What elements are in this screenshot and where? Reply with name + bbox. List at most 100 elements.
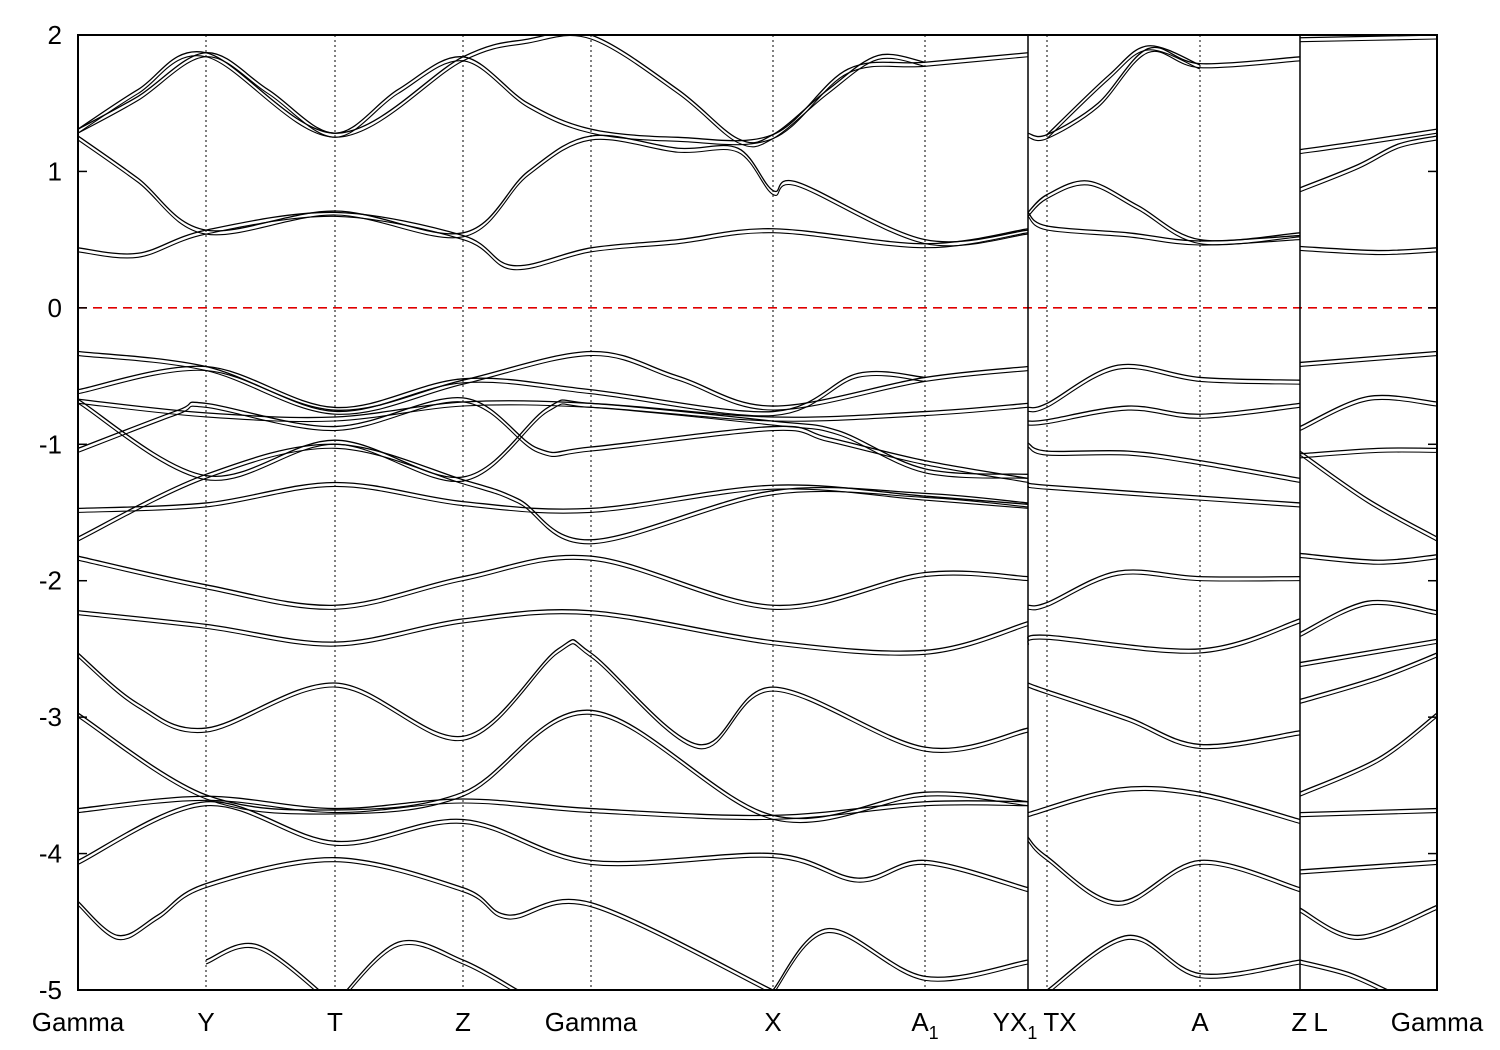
band-line	[1027, 363, 1301, 409]
band-line	[78, 609, 1029, 652]
band-line	[1027, 569, 1301, 607]
x-tick-label: Gamma	[1391, 1007, 1484, 1037]
band-line	[1027, 481, 1301, 504]
band-line-pair	[78, 138, 1029, 247]
band-line	[78, 639, 1029, 749]
band-line	[1299, 807, 1437, 814]
band-line	[1027, 402, 1301, 422]
x-axis: Gamma Y T Z Gamma X A1 YX1 TX A Z L Gamma	[32, 1007, 1484, 1043]
band-line	[1299, 135, 1437, 189]
band-line-pair	[78, 805, 1029, 893]
band-line	[1299, 450, 1437, 538]
band-line-pair	[78, 799, 1029, 821]
band-line	[78, 398, 1029, 479]
band-line-pair	[1299, 139, 1437, 193]
x-tick-subscript: 1	[1027, 1023, 1037, 1043]
band-line-pair	[1051, 938, 1301, 990]
band-line	[1299, 638, 1437, 664]
y-tick-label: 0	[48, 293, 62, 323]
y-tick-label: -4	[39, 839, 62, 869]
x-tick-label: Z	[455, 1007, 471, 1037]
band-line	[78, 801, 1029, 889]
x-tick-label: A1	[911, 1007, 938, 1043]
band-line-pair	[1299, 354, 1437, 367]
band-line-pair	[78, 713, 1029, 824]
y-tick-label: -2	[39, 566, 62, 596]
x-tick-label: Gamma	[545, 1007, 638, 1037]
y-axis: 2 1 0 -1 -2 -3 -4 -5	[39, 20, 1437, 1005]
x-tick-label: A	[1191, 1007, 1209, 1037]
band-line-pair	[775, 932, 1029, 990]
band-line	[78, 397, 1029, 480]
band-line	[1299, 599, 1437, 634]
band-line	[1027, 836, 1301, 902]
x-tick-label: Z	[1291, 1007, 1307, 1037]
band-line-pair	[78, 447, 1029, 545]
band-line	[78, 35, 926, 144]
band-line-pair	[1299, 249, 1437, 256]
band-line-pair	[1299, 642, 1437, 668]
band-line	[78, 857, 774, 990]
x-tick-label: Gamma	[32, 1007, 125, 1037]
band-line	[1027, 682, 1301, 746]
band-line-pair	[78, 354, 1029, 415]
band-line-pair	[78, 402, 1029, 483]
kpoint-gridlines	[205, 35, 1301, 990]
y-tick-label: -1	[39, 429, 62, 459]
x-tick-label: L	[1313, 1007, 1327, 1037]
band-line-pair	[78, 485, 1029, 514]
band-line	[1027, 618, 1301, 650]
band-line-pair	[78, 613, 1029, 656]
band-line	[78, 709, 1029, 820]
band-line	[1299, 859, 1437, 871]
band-line-pair	[1299, 398, 1437, 432]
band-line-pair	[1027, 50, 1301, 142]
plot-frame	[77, 34, 1438, 991]
band-line	[1299, 128, 1437, 151]
y-tick-label: 1	[48, 156, 62, 186]
x-tick-label: YX1	[993, 1007, 1038, 1043]
band-line	[1299, 959, 1389, 990]
band-line-pair	[1027, 789, 1301, 824]
band-line	[78, 481, 1029, 510]
band-line-pair	[1299, 812, 1437, 818]
band-line-pair	[1299, 603, 1437, 638]
band-line-pair	[1299, 132, 1437, 155]
band-line-pair	[1299, 38, 1437, 43]
band-line	[1027, 180, 1301, 242]
band-line	[1027, 46, 1301, 138]
band-line	[78, 554, 1029, 606]
band-line	[205, 942, 321, 990]
band-line-pair	[78, 35, 926, 148]
band-line-pair	[1299, 556, 1437, 565]
band-line-pair	[78, 861, 767, 990]
band-line-pair	[1299, 454, 1437, 542]
band-line	[78, 350, 1029, 411]
band-line-pair	[1027, 367, 1301, 413]
band-line	[78, 52, 1029, 142]
band-line-pair	[1027, 686, 1301, 750]
band-line	[1299, 350, 1437, 364]
band-line	[78, 365, 926, 413]
band-line-pair	[1027, 215, 1301, 246]
band-line	[1046, 45, 1201, 136]
band-line-pair	[1027, 406, 1301, 426]
band-line	[1027, 442, 1301, 480]
band-line	[772, 927, 1029, 990]
band-line	[78, 211, 1029, 267]
band-line	[1299, 712, 1437, 793]
band-line-pair	[1027, 840, 1301, 906]
band-line-pair	[78, 56, 1029, 146]
band-line-pair	[1299, 656, 1437, 704]
band-line	[78, 134, 1029, 243]
band-line-pair	[1027, 184, 1301, 246]
band-line	[1046, 934, 1301, 990]
band-line	[1299, 245, 1437, 252]
band-line-pair	[1299, 863, 1437, 875]
band-line	[78, 398, 1029, 419]
band-line	[346, 939, 519, 990]
y-tick-label: -5	[39, 975, 62, 1005]
band-line-pair	[1027, 573, 1301, 611]
band-line-pair	[1299, 908, 1437, 940]
